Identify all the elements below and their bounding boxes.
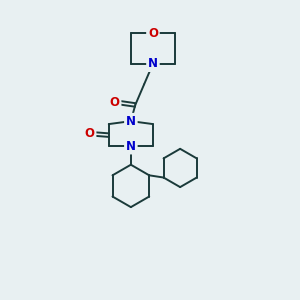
Text: O: O bbox=[110, 95, 120, 109]
Text: O: O bbox=[148, 27, 158, 40]
Text: N: N bbox=[126, 115, 136, 128]
Text: O: O bbox=[85, 127, 94, 140]
Text: N: N bbox=[148, 57, 158, 70]
Text: N: N bbox=[126, 140, 136, 153]
